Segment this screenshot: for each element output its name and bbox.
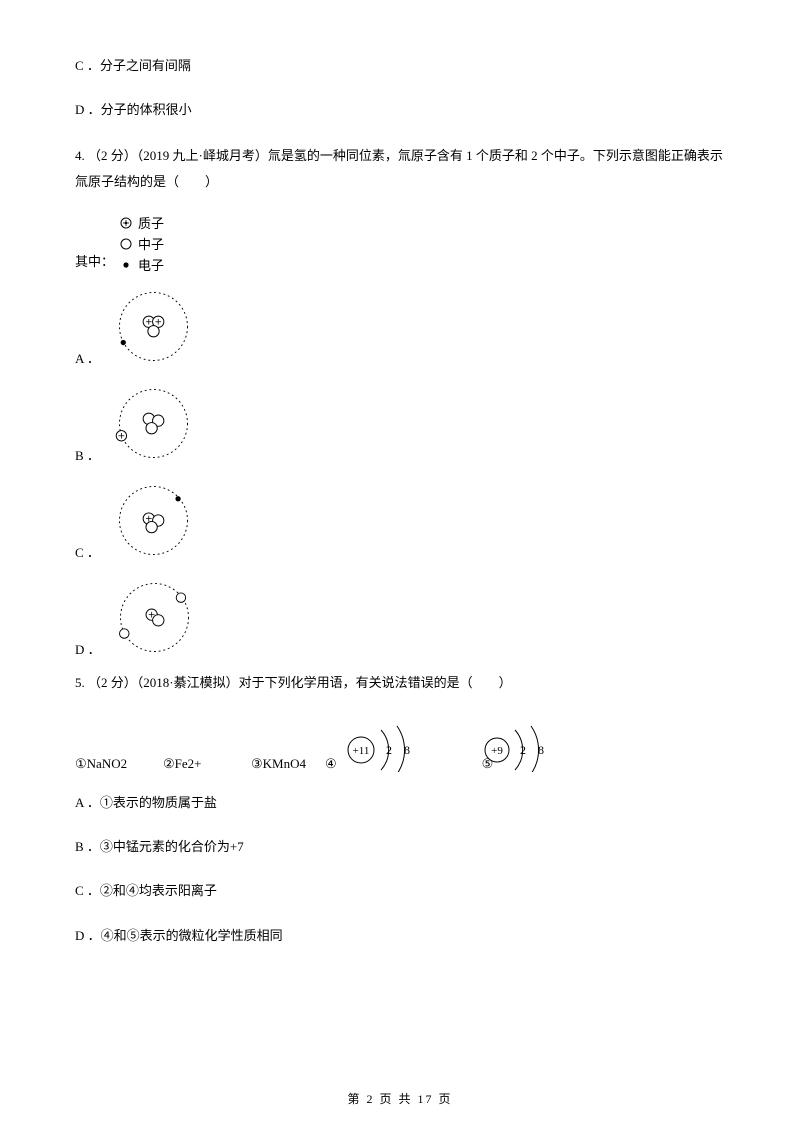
question-5-text: 5. （2 分）（2018·綦江模拟）对于下列化学用语，有关说法错误的是（ ） — [75, 672, 725, 694]
q4-option-a: A ． — [75, 284, 725, 369]
particle-legend: 其中： 质子 中子 电子 — [75, 213, 725, 274]
page-footer: 第 2 页 共 17 页 — [0, 1090, 800, 1107]
legend-electron-label: 电子 — [138, 255, 164, 274]
option-d-prev: D ．分子的体积很小 — [75, 99, 725, 121]
q5-ion5-shell2: 8 — [538, 743, 544, 757]
q5-ion5-shell1: 2 — [520, 743, 526, 757]
q4-diagram-c — [106, 478, 201, 563]
q5-ion4-nucleus: +11 — [352, 745, 369, 757]
q4-diagram-a — [106, 284, 201, 369]
q4-option-a-label: A ． — [75, 348, 100, 369]
legend-electron: 电子 — [120, 255, 164, 274]
q5-items-row: ①NaNO2 ②Fe2+ ③KMnO4 ④ +11 2 8 ⑤ +9 2 8 — [75, 720, 725, 772]
q5-option-a: A ．①表示的物质属于盐 — [75, 792, 725, 814]
q4-option-c-label: C ． — [75, 542, 100, 563]
option-c-prev: C ．分子之间有间隔 — [75, 55, 725, 77]
q5-item-1: ①NaNO2 — [75, 756, 163, 772]
legend-neutron: 中子 — [120, 234, 164, 253]
q5-option-b: B ．③中锰元素的化合价为+7 — [75, 836, 725, 858]
q4-diagram-b — [106, 381, 201, 466]
q5-option-c: C ．②和④均表示阳离子 — [75, 880, 725, 902]
q5-ion-4: +11 2 8 — [337, 720, 442, 772]
legend-box: 质子 中子 电子 — [120, 213, 164, 274]
q5-ion5-nucleus: +9 — [491, 745, 503, 757]
q4-option-b: B ． — [75, 381, 725, 466]
q5-ion4-shell2: 8 — [404, 743, 410, 757]
q4-option-d: D ． — [75, 575, 725, 660]
legend-prefix: 其中： — [75, 251, 114, 274]
legend-proton-label: 质子 — [138, 213, 164, 232]
q5-item-2: ②Fe2+ — [163, 756, 251, 772]
q5-item-4: ④ — [325, 756, 337, 772]
question-4-text: 4. （2 分）（2019 九上·峄城月考）氚是氢的一种同位素，氚原子含有 1 … — [75, 143, 725, 195]
q5-item-3: ③KMnO4 — [251, 756, 325, 772]
electron-icon — [120, 259, 132, 271]
legend-neutron-label: 中子 — [138, 234, 164, 253]
q4-option-c: C ． — [75, 478, 725, 563]
q5-ion-5: +9 2 8 — [475, 720, 580, 772]
q5-option-d: D ．④和⑤表示的微粒化学性质相同 — [75, 925, 725, 947]
q4-diagram-d — [107, 575, 202, 660]
q4-option-d-label: D ． — [75, 639, 101, 660]
proton-icon — [120, 217, 132, 229]
q4-option-b-label: B ． — [75, 445, 100, 466]
legend-proton: 质子 — [120, 213, 164, 232]
neutron-icon — [120, 238, 132, 250]
q5-ion4-shell1: 2 — [386, 743, 392, 757]
